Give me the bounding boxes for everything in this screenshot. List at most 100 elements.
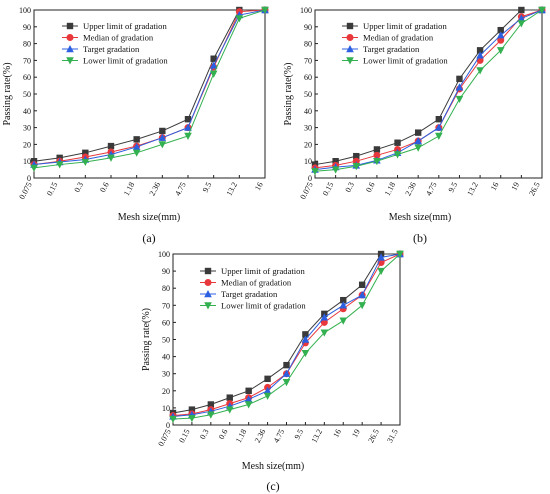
data-point <box>373 158 381 166</box>
data-point <box>226 394 233 401</box>
data-point <box>282 369 291 377</box>
x-tick-label: 9.5 <box>447 181 460 194</box>
y-tick-label: 100 <box>158 250 170 259</box>
data-point <box>414 129 422 136</box>
x-tick-label: 2.36 <box>148 181 163 198</box>
data-point <box>352 163 361 171</box>
data-point <box>352 157 360 165</box>
series-2 <box>311 6 546 172</box>
data-point <box>353 152 360 160</box>
data-point <box>301 335 310 343</box>
panel-label: (a) <box>142 231 155 245</box>
y-tick-label: 80 <box>304 40 312 49</box>
data-point <box>261 6 269 14</box>
y-tick-label: 0 <box>27 174 31 183</box>
series-3 <box>169 250 404 420</box>
legend-label: Upper limit of gradation <box>83 21 167 31</box>
x-axis-title: Mesh size(mm) <box>118 212 181 223</box>
x-tick-label: 0.6 <box>98 181 111 194</box>
data-point <box>435 116 443 123</box>
data-point <box>55 161 64 169</box>
y-tick-label: 90 <box>162 267 170 276</box>
y-tick-label: 50 <box>23 90 31 99</box>
x-tick-label: 13.2 <box>310 428 325 445</box>
data-point <box>396 250 404 258</box>
panel-label: (c) <box>266 479 279 493</box>
legend-marker <box>346 57 354 65</box>
series-line <box>314 9 543 171</box>
data-point <box>538 6 546 14</box>
legend-label: Lower limit of gradation <box>363 56 448 66</box>
data-point <box>132 149 141 157</box>
series-4 <box>30 6 269 172</box>
data-point <box>373 151 381 159</box>
x-tick-label: 0.6 <box>364 181 377 194</box>
x-tick-label: 4.75 <box>424 181 439 198</box>
data-point <box>184 116 192 123</box>
y-tick-label: 0 <box>166 421 170 430</box>
data-point <box>339 317 348 325</box>
y-tick-label: 10 <box>162 404 170 413</box>
legend-label: Upper limit of gradation <box>221 266 305 276</box>
data-point <box>283 361 290 369</box>
data-point <box>264 375 271 383</box>
legend-label: Median of gradation <box>363 33 434 43</box>
x-tick-label: 2.36 <box>253 428 268 445</box>
y-tick-label: 20 <box>23 140 31 149</box>
data-point <box>518 6 525 14</box>
data-point <box>263 392 272 400</box>
data-point <box>414 137 422 145</box>
data-point <box>476 67 484 75</box>
series-line <box>314 9 542 166</box>
x-tick-label: 1.18 <box>234 428 249 445</box>
y-tick-label: 80 <box>162 284 170 293</box>
x-tick-label: 0.15 <box>177 428 192 445</box>
x-tick-label: 0.3 <box>72 181 85 194</box>
data-point <box>497 36 505 44</box>
series-4 <box>169 250 404 424</box>
x-tick-label: 0.075 <box>156 428 172 448</box>
x-tick-label: 0.6 <box>217 428 230 441</box>
data-point <box>301 349 310 358</box>
y-tick-label: 100 <box>19 6 31 15</box>
data-point <box>340 296 347 304</box>
y-tick-label: 20 <box>304 140 312 149</box>
y-axis-title: Passing rate(%) <box>141 308 152 371</box>
y-tick-label: 60 <box>304 73 312 82</box>
x-tick-label: 19 <box>350 428 362 439</box>
x-tick-label: 1.18 <box>122 181 137 198</box>
legend: Upper limit of gradation Median of gradat… <box>62 21 168 66</box>
y-tick-label: 30 <box>162 370 170 379</box>
y-tick-label: 10 <box>23 157 31 166</box>
data-point <box>169 415 177 424</box>
data-point <box>332 158 339 165</box>
data-point <box>133 136 140 143</box>
x-tick-label: 16 <box>489 181 501 192</box>
x-tick-label: 0.15 <box>45 181 60 198</box>
data-point <box>455 95 464 104</box>
series-line <box>33 9 266 166</box>
legend-label: Median of gradation <box>83 33 154 43</box>
data-point <box>320 318 328 326</box>
data-point <box>225 406 234 414</box>
data-point <box>394 139 401 146</box>
y-tick-label: 90 <box>304 23 312 32</box>
y-axis-title: Passing rate(%) <box>2 62 13 125</box>
x-tick-label: 13.2 <box>465 181 480 198</box>
data-point <box>517 14 526 22</box>
data-point <box>476 47 484 54</box>
data-point <box>207 401 215 408</box>
legend: Upper limit of gradation Median of gradat… <box>342 21 448 66</box>
y-tick-label: 70 <box>304 56 312 65</box>
data-point <box>263 386 272 394</box>
legend-marker <box>204 267 212 275</box>
y-tick-label: 90 <box>23 23 31 32</box>
data-point <box>358 281 366 288</box>
y-tick-label: 60 <box>23 73 31 82</box>
legend-marker <box>204 279 212 286</box>
data-point <box>107 154 115 162</box>
y-tick-label: 70 <box>162 301 170 310</box>
y-tick-label: 40 <box>162 353 170 362</box>
x-tick-label: 19 <box>509 181 521 192</box>
